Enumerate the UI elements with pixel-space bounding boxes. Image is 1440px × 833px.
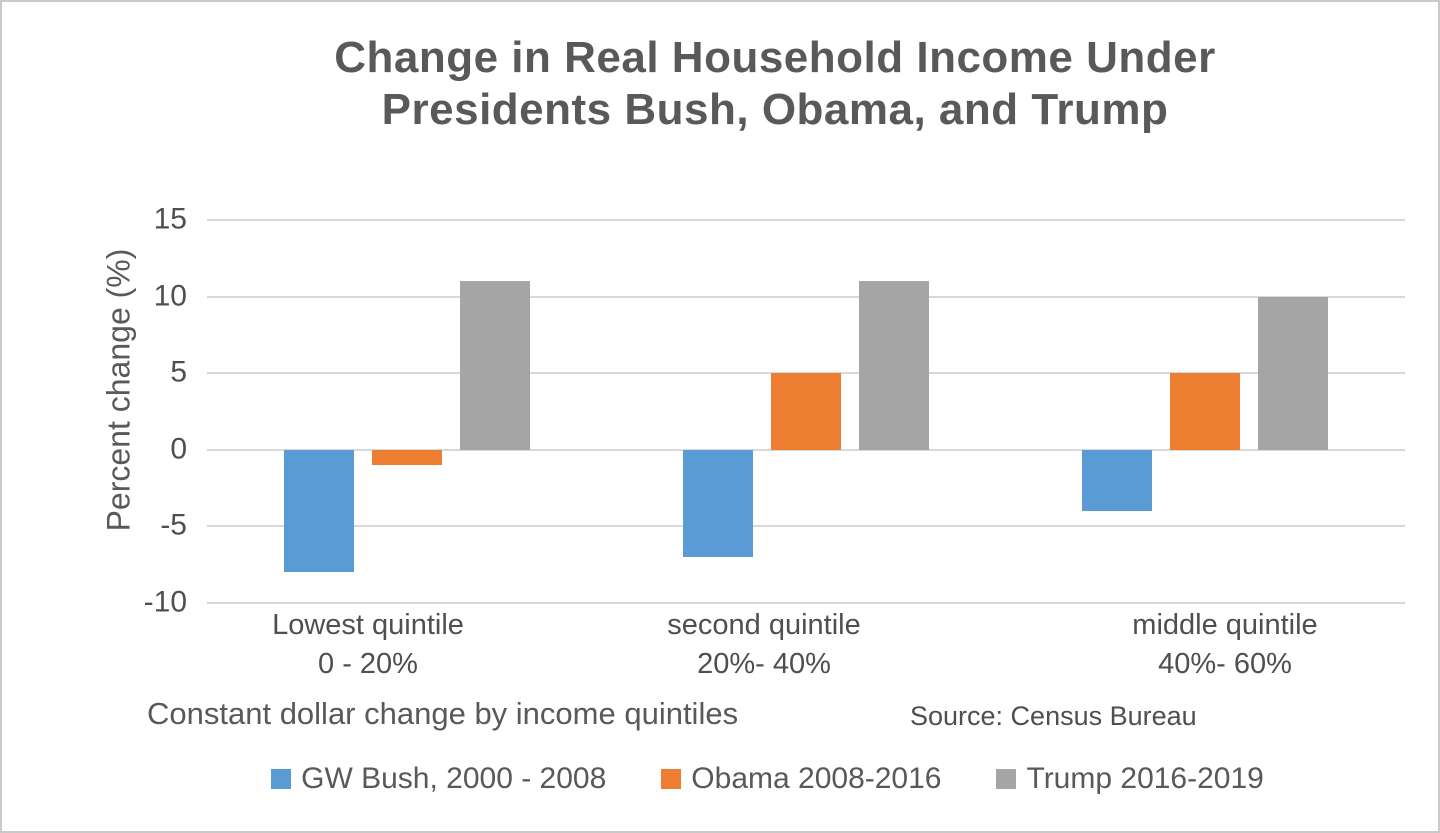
legend-label-obama: Obama 2008-2016 <box>691 762 942 795</box>
y-tick-label-0: 0 <box>170 432 187 466</box>
y-tick-label--5: -5 <box>160 508 187 542</box>
legend-swatch-obama-icon <box>661 769 682 789</box>
legend-swatch-trump-icon <box>996 769 1017 789</box>
chart-title: Change in Real Household Income Under Pr… <box>2 32 1438 136</box>
bar-obama-2008-2016-middle-quintile <box>1170 373 1240 450</box>
category-label-line-2: 40%- 60% <box>1158 648 1292 681</box>
bar-trump-2016-2019-middle-quintile <box>1258 296 1328 450</box>
gridline-y--5 <box>207 525 1405 528</box>
bar-gw-bush-2000-2008-middle-quintile <box>1082 449 1152 512</box>
chart-title-line-2: Presidents Bush, Obama, and Trump <box>381 84 1169 134</box>
legend-item-trump: Trump 2016-2019 <box>996 762 1264 796</box>
bar-trump-2016-2019-lowest-quintile <box>460 281 530 450</box>
bar-obama-2008-2016-second-quintile <box>771 373 841 450</box>
legend-label-gw-bush: GW Bush, 2000 - 2008 <box>301 762 607 795</box>
category-label-line-2: 0 - 20% <box>318 648 418 681</box>
source-note: Source: Census Bureau <box>910 701 1197 731</box>
gridline-y--10 <box>207 602 1405 604</box>
gridline-y-0 <box>207 448 1405 451</box>
legend-label-trump: Trump 2016-2019 <box>1026 762 1264 795</box>
gridline-y-10 <box>207 295 1405 298</box>
bar-gw-bush-2000-2008-second-quintile <box>683 449 753 558</box>
legend-swatch-gw-bush-icon <box>271 769 292 789</box>
y-tick-label-5: 5 <box>170 355 187 389</box>
category-label-line-2: 20%- 40% <box>697 648 831 681</box>
y-tick-label--10: -10 <box>143 585 187 619</box>
y-tick-label-10: 10 <box>153 278 187 312</box>
bar-trump-2016-2019-second-quintile <box>859 281 929 450</box>
category-label-line-1: second quintile <box>667 609 861 641</box>
category-label-second-quintile: second quintile 20%- 40% <box>667 606 860 684</box>
legend: GW Bush, 2000 - 2008 Obama 2008-2016 Tru… <box>2 762 1438 796</box>
x-axis-subtitle: Constant dollar change by income quintil… <box>147 696 739 731</box>
legend-item-obama: Obama 2008-2016 <box>661 762 941 796</box>
y-tick-label-15: 15 <box>153 202 187 236</box>
category-label-middle-quintile: middle quintile 40%- 60% <box>1132 606 1317 684</box>
category-label-lowest-quintile: Lowest quintile 0 - 20% <box>272 606 464 684</box>
bar-gw-bush-2000-2008-lowest-quintile <box>284 449 354 573</box>
bar-obama-2008-2016-lowest-quintile <box>372 449 442 466</box>
gridline-y-15 <box>207 219 1405 221</box>
category-label-line-1: middle quintile <box>1132 609 1318 641</box>
legend-item-gw-bush: GW Bush, 2000 - 2008 <box>271 762 606 796</box>
chart-title-line-1: Change in Real Household Income Under <box>334 33 1216 82</box>
category-label-line-1: Lowest quintile <box>272 609 464 641</box>
